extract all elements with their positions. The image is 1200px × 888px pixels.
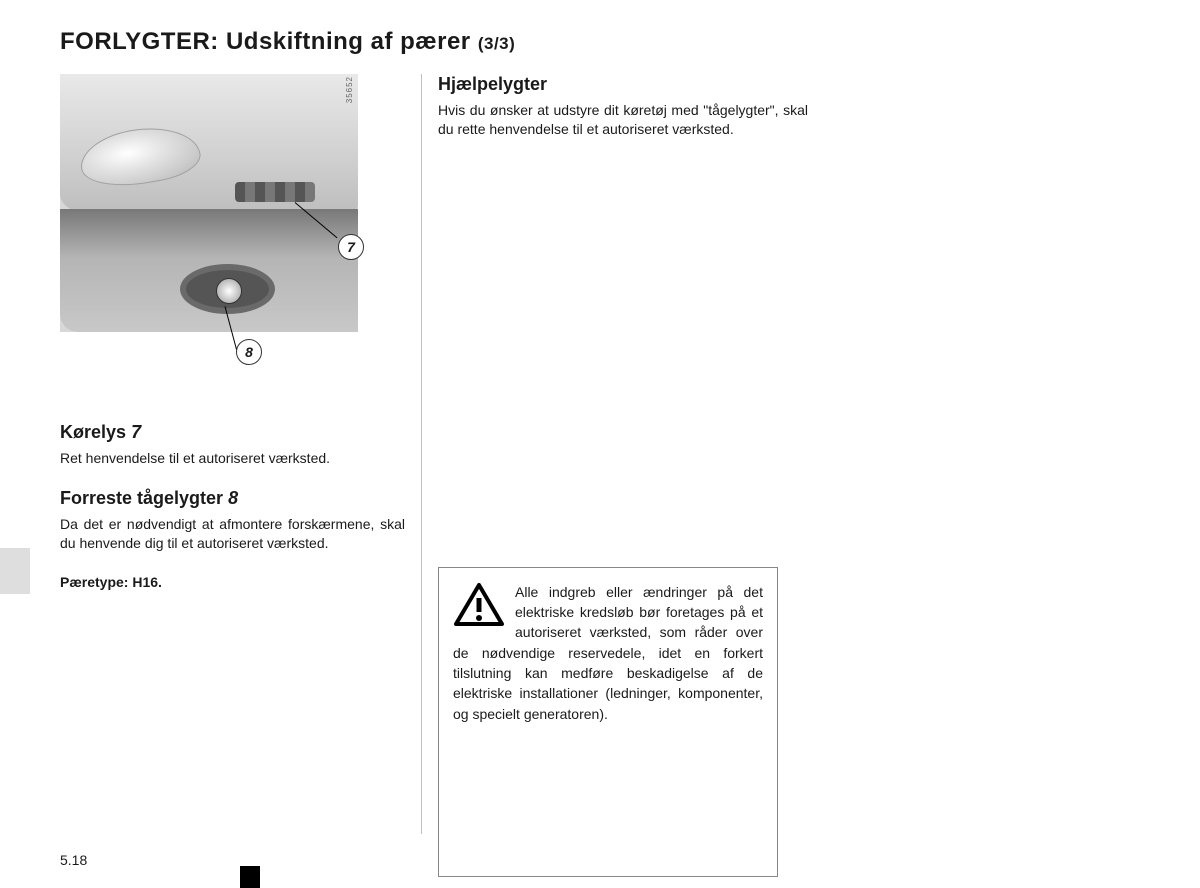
bottom-tab [240,866,260,888]
warning-box: Alle indgreb eller ændringer på det elek… [438,567,778,877]
title-sub: (3/3) [478,34,515,53]
bulb-type: Pæretype: H16. [60,573,405,592]
column-separator [421,74,422,834]
center-column: Hjælpelygter Hvis du ønsker at udstyre d… [438,74,808,877]
taagelygter-heading-text: Forreste tågelygter [60,488,223,508]
title-main: FORLYGTER: Udskiftning af pærer [60,28,471,55]
car-front-figure: 35652 7 8 [60,74,358,332]
callout-7: 7 [338,234,364,260]
hjaelpelygter-heading: Hjælpelygter [438,74,808,95]
korelys-heading: Kørelys 7 [60,422,405,443]
page-number: 5.18 [60,852,87,868]
callout-8: 8 [236,339,262,365]
foglight-bulb-shape [216,278,242,304]
figure-ref-number: 35652 [345,76,354,103]
grille-shape [235,182,315,202]
warning-icon [453,582,505,628]
manual-page: FORLYGTER: Udskiftning af pærer (3/3) 35… [0,0,1200,888]
page-title: FORLYGTER: Udskiftning af pærer (3/3) [60,28,1140,56]
left-column: 35652 7 8 Kørelys 7 Ret henvendelse til … [60,74,405,612]
content-columns: 35652 7 8 Kørelys 7 Ret henvendelse til … [60,74,1140,877]
taagelygter-heading: Forreste tågelygter 8 [60,488,405,509]
korelys-heading-num: 7 [131,422,141,442]
taagelygter-heading-num: 8 [228,488,238,508]
korelys-body: Ret henvendelse til et autoriseret værks… [60,449,405,468]
taagelygter-body: Da det er nødvendigt at afmontere forskæ… [60,515,405,553]
foglight-shape [180,264,275,314]
hjaelpelygter-body: Hvis du ønsker at udstyre dit køretøj me… [438,101,808,139]
korelys-heading-text: Kørelys [60,422,126,442]
